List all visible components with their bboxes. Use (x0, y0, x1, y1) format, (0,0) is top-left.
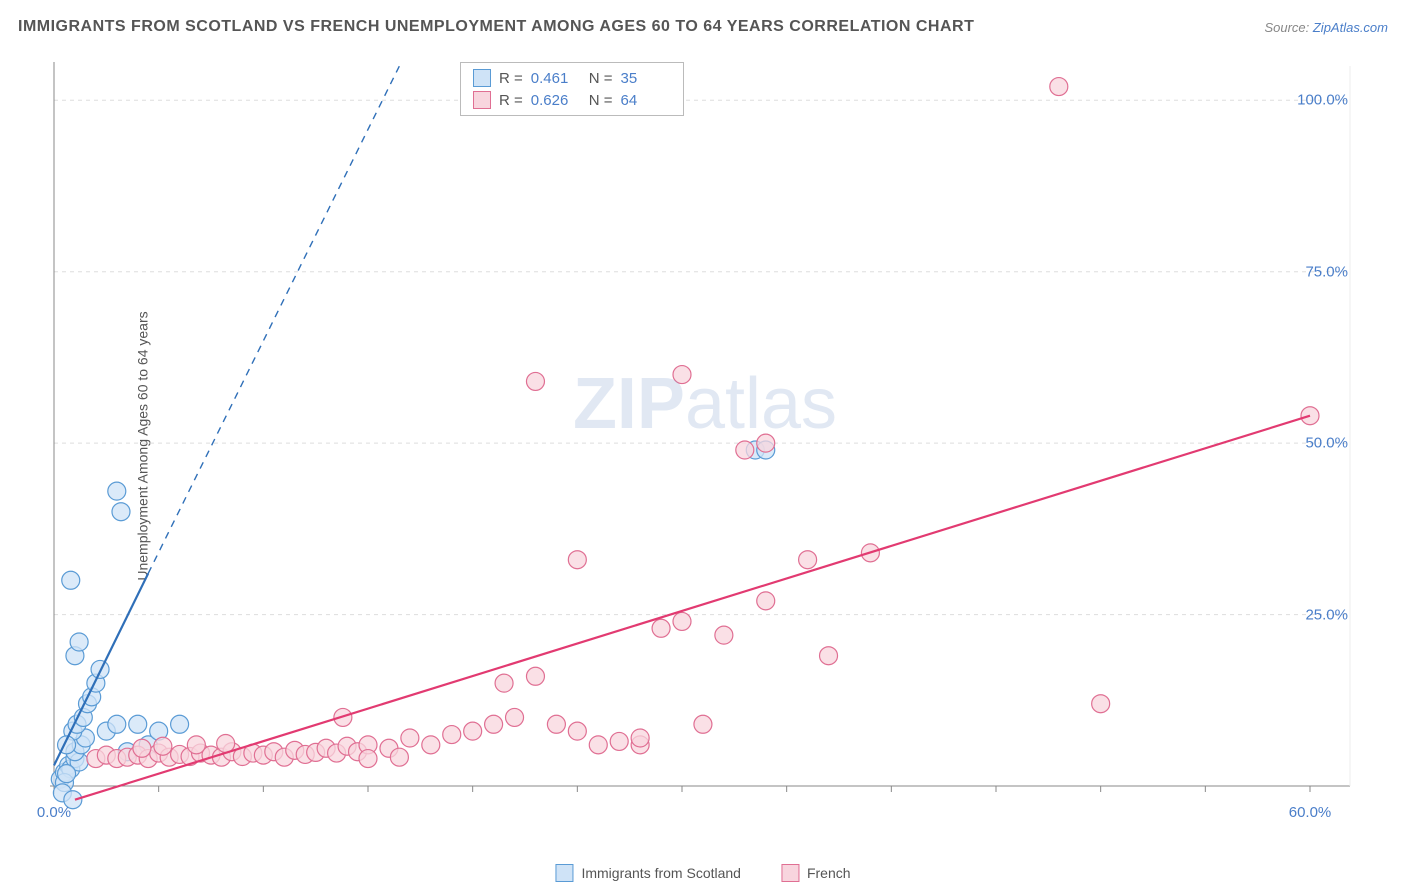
legend-row: R = 0.461 N = 35 (473, 67, 671, 89)
y-tick-label: 50.0% (1305, 435, 1348, 452)
n-value: 64 (621, 92, 671, 109)
legend-swatch (555, 864, 573, 882)
title-bar: IMMIGRANTS FROM SCOTLAND VS FRENCH UNEMP… (18, 18, 1388, 36)
legend-swatch (473, 69, 491, 87)
scatter-plot (50, 58, 1360, 826)
legend-swatch (781, 864, 799, 882)
series-legend: Immigrants from Scotland French (555, 864, 850, 882)
x-tick-label: 0.0% (37, 804, 71, 821)
legend-label: Immigrants from Scotland (581, 865, 741, 881)
r-value: 0.461 (531, 70, 581, 87)
y-tick-label: 75.0% (1305, 263, 1348, 280)
correlation-legend: R = 0.461 N = 35 R = 0.626 N = 64 (460, 62, 684, 116)
n-label: N = (589, 92, 613, 109)
legend-label: French (807, 865, 851, 881)
n-label: N = (589, 70, 613, 87)
x-tick-label: 60.0% (1289, 804, 1332, 821)
legend-item: French (781, 864, 851, 882)
source-label: Source: ZipAtlas.com (1264, 20, 1388, 35)
r-label: R = (499, 92, 523, 109)
y-tick-label: 100.0% (1297, 92, 1348, 109)
legend-item: Immigrants from Scotland (555, 864, 741, 882)
y-tick-label: 25.0% (1305, 606, 1348, 623)
source-link[interactable]: ZipAtlas.com (1313, 20, 1388, 35)
r-label: R = (499, 70, 523, 87)
chart-title: IMMIGRANTS FROM SCOTLAND VS FRENCH UNEMP… (18, 18, 974, 36)
plot-area: ZIPatlas 25.0%50.0%75.0%100.0%0.0%60.0% (50, 58, 1360, 826)
n-value: 35 (621, 70, 671, 87)
legend-row: R = 0.626 N = 64 (473, 89, 671, 111)
source-prefix: Source: (1264, 20, 1312, 35)
legend-swatch (473, 91, 491, 109)
r-value: 0.626 (531, 92, 581, 109)
